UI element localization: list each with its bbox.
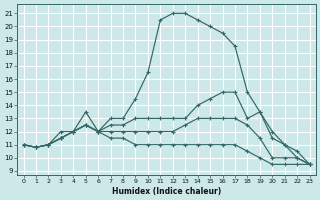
X-axis label: Humidex (Indice chaleur): Humidex (Indice chaleur) (112, 187, 221, 196)
